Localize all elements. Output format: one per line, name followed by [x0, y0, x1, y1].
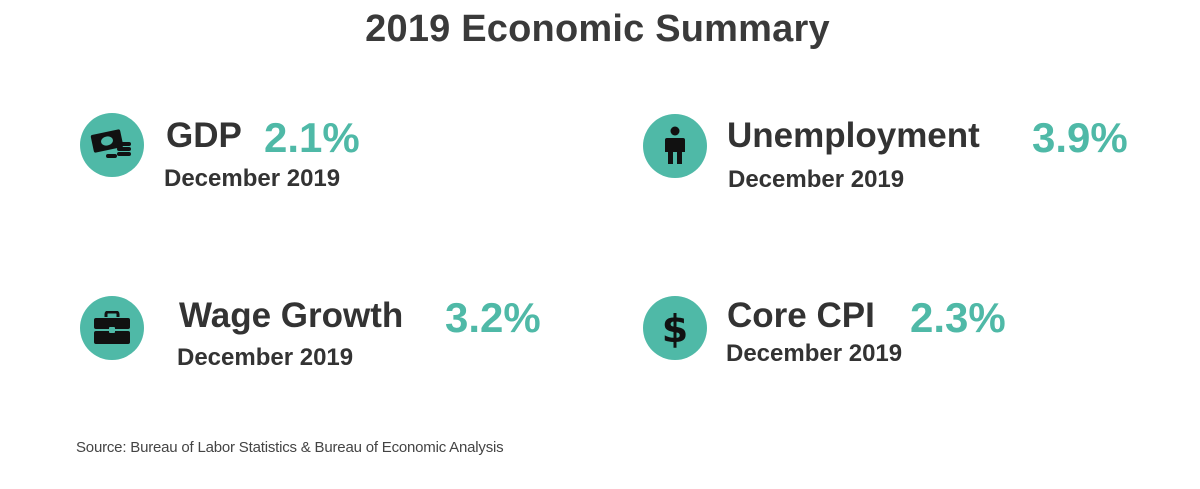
metric-label-core-cpi: Core CPI — [727, 296, 875, 335]
metric-label-unemployment: Unemployment — [727, 116, 980, 155]
metric-value-wage-growth: 3.2% — [445, 294, 541, 341]
briefcase-icon — [80, 296, 144, 360]
svg-text:$: $ — [662, 307, 688, 350]
metric-period-gdp: December 2019 — [164, 165, 341, 192]
page-title: 2019 Economic Summary — [365, 8, 830, 50]
person-icon — [643, 114, 707, 178]
metric-label-wage-growth: Wage Growth — [179, 296, 404, 335]
metric-period-wage-growth: December 2019 — [177, 344, 354, 371]
dollar-sign-icon: $ — [643, 296, 707, 360]
source-note: Source: Bureau of Labor Statistics & Bur… — [76, 439, 504, 456]
metric-period-core-cpi: December 2019 — [726, 340, 903, 367]
metric-period-unemployment: December 2019 — [728, 166, 905, 193]
metric-label-gdp: GDP — [166, 116, 242, 155]
metric-value-unemployment: 3.9% — [1032, 114, 1128, 161]
metric-value-gdp: 2.1% — [264, 114, 360, 161]
money-coins-icon — [80, 113, 144, 177]
metric-value-core-cpi: 2.3% — [910, 294, 1006, 341]
